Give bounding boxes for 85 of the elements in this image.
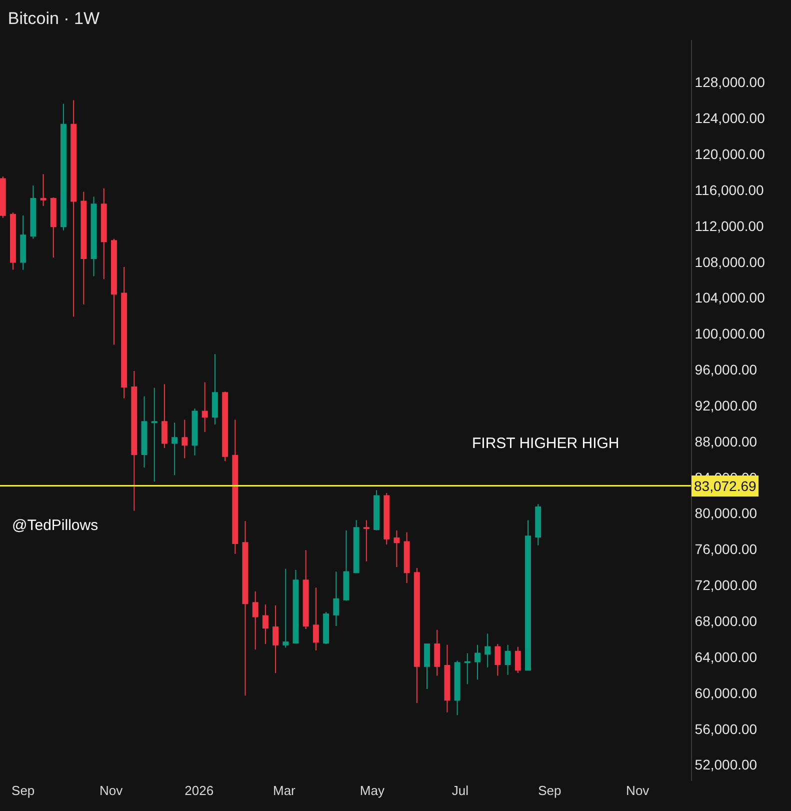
candlestick — [161, 384, 168, 448]
candlestick — [464, 652, 470, 685]
x-tick-label: Sep — [538, 783, 562, 798]
candlestick — [131, 370, 138, 512]
chart-title: Bitcoin · 1W — [8, 9, 100, 28]
candlestick — [121, 266, 128, 399]
candlestick — [182, 419, 188, 459]
candlestick — [0, 176, 6, 218]
candlestick — [384, 492, 390, 546]
candlestick — [424, 643, 430, 690]
candlestick — [414, 567, 420, 704]
ref-line-label: 83,072.69 — [694, 478, 756, 494]
y-tick-label: 104,000.00 — [694, 290, 766, 306]
y-tick-label: 96,000.00 — [694, 362, 758, 378]
candlestick — [474, 644, 480, 680]
candlestick — [454, 660, 460, 716]
y-tick-label: 108,000.00 — [694, 254, 766, 270]
candlestick — [100, 188, 107, 280]
x-tick-label: Nov — [626, 783, 650, 798]
candlestick — [242, 520, 248, 696]
candlestick — [444, 644, 450, 713]
candlestick — [110, 238, 117, 346]
candlestick — [151, 387, 158, 482]
x-tick-label: May — [360, 783, 385, 798]
candlestick — [172, 422, 178, 476]
candlestick — [312, 587, 319, 651]
y-tick-label: 92,000.00 — [694, 397, 758, 414]
candlestick — [504, 644, 511, 676]
y-tick-label: 100,000.00 — [694, 326, 766, 342]
candlestick — [252, 590, 258, 650]
candlestick — [535, 504, 542, 546]
y-tick-label: 56,000.00 — [694, 720, 758, 737]
candlestick — [141, 396, 148, 468]
candlestick — [292, 569, 299, 644]
candlestick — [192, 408, 198, 456]
candlestick — [484, 633, 491, 668]
candlestick — [394, 530, 400, 568]
candlestick — [343, 530, 350, 602]
candlestick — [353, 520, 360, 574]
y-tick-label: 112,000.00 — [694, 218, 764, 234]
candlestick — [60, 103, 66, 231]
candlestick — [434, 629, 440, 676]
candlestick — [222, 391, 228, 462]
candlestick — [40, 174, 46, 206]
annotation: FIRST HIGHER HIGH — [472, 435, 620, 452]
x-tick-label: Nov — [100, 783, 124, 798]
y-tick-label: 128,000.00 — [694, 74, 766, 90]
candlestick — [363, 520, 370, 562]
candlestick — [302, 550, 309, 630]
annotation: @TedPillows — [12, 517, 98, 534]
candlestick — [323, 612, 329, 644]
y-tick-label: 116,000.00 — [694, 182, 764, 198]
x-tick-label: 2026 — [184, 783, 214, 798]
candlestick — [202, 382, 208, 432]
y-tick-label: 80,000.00 — [694, 505, 758, 522]
candlestick — [212, 354, 218, 426]
candlestick — [80, 191, 87, 305]
candlestick — [374, 490, 380, 531]
y-tick-label: 120,000.00 — [694, 146, 766, 162]
y-tick-label: 68,000.00 — [694, 613, 758, 630]
y-tick-label: 52,000.00 — [694, 756, 758, 773]
candlestick — [90, 196, 97, 277]
y-tick-label: 64,000.00 — [694, 648, 758, 665]
candlestick — [525, 520, 531, 671]
candlestick — [50, 197, 56, 258]
candlestick — [514, 646, 521, 674]
candlestick — [232, 419, 238, 554]
y-tick-label: 88,000.00 — [694, 433, 758, 450]
y-tick-label: 124,000.00 — [694, 110, 766, 126]
y-tick-label: 76,000.00 — [694, 541, 758, 558]
candlestick — [262, 604, 268, 644]
candlestick — [272, 604, 279, 674]
x-tick-label: Mar — [272, 783, 296, 798]
candlestick — [30, 185, 36, 240]
candlestick — [282, 568, 289, 648]
candlestick — [333, 571, 340, 627]
candlestick — [20, 214, 26, 270]
candlestick — [404, 532, 410, 584]
x-tick-label: Jul — [452, 783, 469, 798]
candlestick — [494, 643, 501, 676]
candlestick — [70, 100, 77, 318]
y-tick-label: 72,000.00 — [694, 577, 758, 594]
x-tick-label: Sep — [12, 783, 35, 798]
candlestick — [10, 212, 16, 270]
y-tick-label: 60,000.00 — [694, 684, 758, 701]
